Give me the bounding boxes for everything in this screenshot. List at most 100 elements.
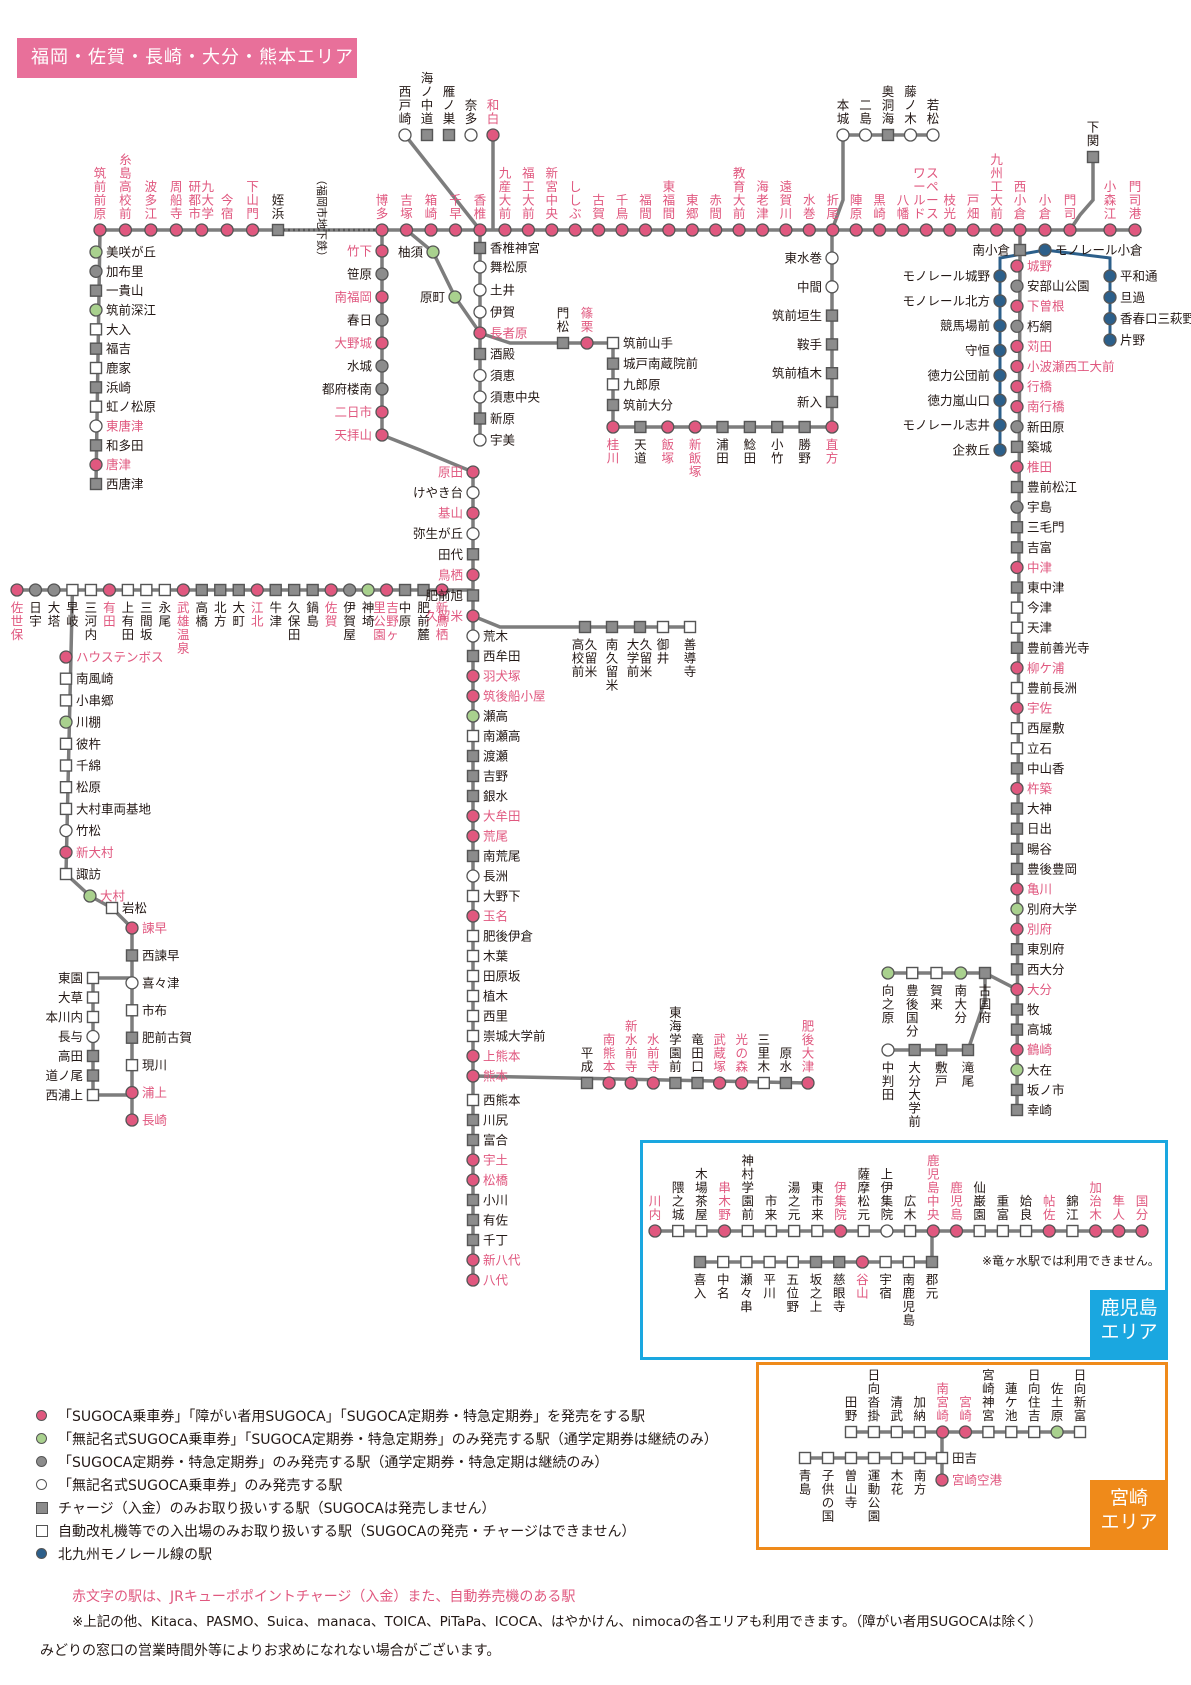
station-marker[interactable] <box>466 889 480 903</box>
station-marker[interactable] <box>1010 641 1024 655</box>
station-marker[interactable] <box>466 506 480 520</box>
station-marker[interactable] <box>1010 420 1024 434</box>
station-marker[interactable] <box>83 889 97 903</box>
station-marker[interactable] <box>764 1224 778 1238</box>
station-marker[interactable] <box>195 583 208 597</box>
station-marker[interactable] <box>342 583 357 597</box>
station-marker[interactable] <box>858 128 873 142</box>
station-marker[interactable] <box>786 1255 799 1269</box>
station-marker[interactable] <box>798 1451 812 1465</box>
station-marker[interactable] <box>1010 781 1024 796</box>
station-marker[interactable] <box>442 128 456 142</box>
station-marker[interactable] <box>59 781 73 794</box>
station-marker[interactable] <box>1010 440 1024 454</box>
station-marker[interactable] <box>89 439 103 452</box>
station-marker[interactable] <box>867 1425 881 1439</box>
station-marker[interactable] <box>89 477 103 491</box>
station-marker[interactable] <box>220 223 234 237</box>
station-marker[interactable] <box>59 867 73 881</box>
station-marker[interactable] <box>466 1069 480 1083</box>
station-marker[interactable] <box>466 1049 480 1063</box>
station-marker[interactable] <box>466 1113 480 1127</box>
station-marker[interactable] <box>993 319 1007 333</box>
station-marker[interactable] <box>1038 243 1052 257</box>
station-marker[interactable] <box>89 323 103 336</box>
station-marker[interactable] <box>89 264 103 278</box>
station-marker[interactable] <box>993 418 1007 432</box>
station-marker[interactable] <box>811 1224 824 1238</box>
station-marker[interactable] <box>958 1425 973 1439</box>
station-marker[interactable] <box>466 568 480 582</box>
station-marker[interactable] <box>140 583 153 597</box>
station-marker[interactable] <box>176 583 190 597</box>
station-marker[interactable] <box>466 1173 480 1187</box>
station-marker[interactable] <box>973 1224 986 1238</box>
station-marker[interactable] <box>693 1255 707 1269</box>
station-marker[interactable] <box>86 971 100 985</box>
station-marker[interactable] <box>86 1049 100 1063</box>
station-marker[interactable] <box>473 241 487 255</box>
station-marker[interactable] <box>59 802 73 816</box>
station-marker[interactable] <box>1010 279 1024 293</box>
station-marker[interactable] <box>466 1009 480 1023</box>
station-marker[interactable] <box>1010 299 1024 313</box>
station-marker[interactable] <box>855 1255 870 1269</box>
station-marker[interactable] <box>466 1233 480 1247</box>
station-marker[interactable] <box>671 1224 685 1238</box>
station-marker[interactable] <box>857 1224 870 1238</box>
station-marker[interactable] <box>466 465 480 479</box>
station-marker[interactable] <box>779 1076 793 1090</box>
station-marker[interactable] <box>1010 661 1024 675</box>
station-marker[interactable] <box>473 412 487 425</box>
station-marker[interactable] <box>89 245 103 259</box>
station-marker[interactable] <box>801 1076 815 1090</box>
station-marker[interactable] <box>125 1004 139 1017</box>
station-marker[interactable] <box>1010 742 1024 755</box>
station-marker[interactable] <box>1019 1224 1033 1238</box>
station-marker[interactable] <box>606 420 620 434</box>
station-marker[interactable] <box>1010 500 1024 514</box>
station-marker[interactable] <box>1103 312 1117 326</box>
station-marker[interactable] <box>1010 400 1024 414</box>
station-marker[interactable] <box>606 336 620 350</box>
station-marker[interactable] <box>59 672 73 685</box>
station-marker[interactable] <box>763 1255 776 1269</box>
station-marker[interactable] <box>399 223 414 237</box>
station-marker[interactable] <box>825 309 839 322</box>
station-marker[interactable] <box>473 283 487 297</box>
station-marker[interactable] <box>825 395 839 409</box>
station-marker[interactable] <box>1010 922 1024 936</box>
station-marker[interactable] <box>903 1224 917 1238</box>
station-marker[interactable] <box>568 223 582 237</box>
station-marker[interactable] <box>1010 560 1024 575</box>
station-marker[interactable] <box>473 326 487 340</box>
station-marker[interactable] <box>881 966 895 980</box>
station-marker[interactable] <box>89 400 103 413</box>
station-marker[interactable] <box>105 901 119 915</box>
station-marker[interactable] <box>86 1029 100 1044</box>
station-marker[interactable] <box>606 357 620 370</box>
station-marker[interactable] <box>935 1425 950 1439</box>
station-marker[interactable] <box>1010 621 1024 634</box>
station-marker[interactable] <box>466 527 480 541</box>
station-marker[interactable] <box>1010 943 1024 956</box>
station-marker[interactable] <box>466 809 480 823</box>
station-marker[interactable] <box>435 583 449 597</box>
station-marker[interactable] <box>605 620 619 634</box>
station-marker[interactable] <box>993 343 1007 358</box>
station-marker[interactable] <box>521 223 536 237</box>
station-marker[interactable] <box>1010 822 1024 835</box>
station-marker[interactable] <box>1010 581 1024 594</box>
station-marker[interactable] <box>1010 681 1024 695</box>
station-marker[interactable] <box>420 128 434 142</box>
station-marker[interactable] <box>978 966 992 980</box>
station-marker[interactable] <box>881 128 895 142</box>
station-marker[interactable] <box>125 1058 139 1072</box>
station-marker[interactable] <box>466 769 480 783</box>
station-marker[interactable] <box>464 128 478 142</box>
station-marker[interactable] <box>466 548 480 561</box>
station-marker[interactable] <box>1088 1224 1103 1238</box>
station-marker[interactable] <box>375 405 389 419</box>
station-marker[interactable] <box>1010 1083 1024 1097</box>
station-marker[interactable] <box>466 669 480 683</box>
